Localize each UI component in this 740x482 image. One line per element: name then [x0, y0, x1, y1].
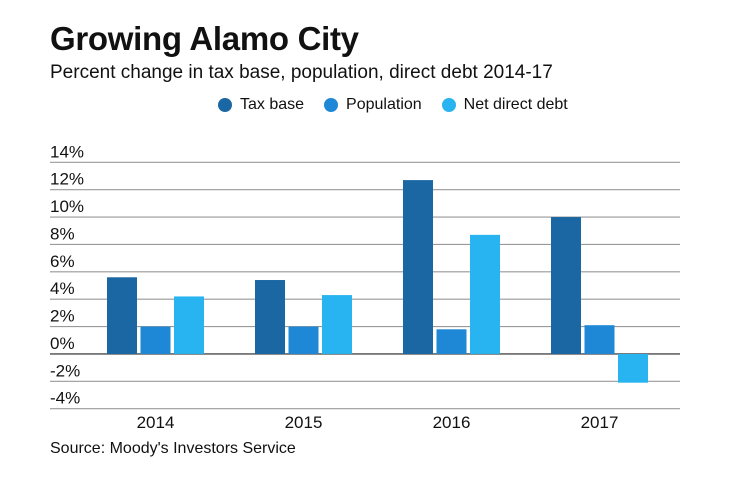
- legend-swatch: [218, 98, 232, 112]
- y-tick-label: 14%: [50, 142, 84, 161]
- x-tick-label: 2014: [137, 413, 175, 432]
- x-tick-label: 2017: [581, 413, 619, 432]
- y-tick-label: 10%: [50, 197, 84, 216]
- legend-item-net-direct-debt: Net direct debt: [441, 96, 568, 114]
- legend-label: Net direct debt: [463, 96, 568, 113]
- y-tick-label: 0%: [50, 334, 75, 353]
- bar-population-2015: [288, 326, 319, 354]
- legend-item-population: Population: [324, 96, 422, 114]
- source-note: Source: Moody's Investors Service: [50, 440, 296, 457]
- x-tick-label: 2015: [285, 413, 323, 432]
- legend-label: Population: [346, 96, 422, 113]
- bar-net-direct-debt-2015: [322, 295, 352, 354]
- bar-tax-base-2014: [107, 277, 137, 354]
- bar-population-2014: [140, 326, 171, 354]
- bar-tax-base-2016: [403, 180, 433, 354]
- y-tick-label: 6%: [50, 252, 75, 271]
- y-tick-label: 12%: [50, 170, 84, 189]
- bar-population-2017: [584, 325, 615, 354]
- bar-population-2016: [436, 329, 467, 354]
- bar-net-direct-debt-2014: [174, 296, 204, 354]
- y-tick-label: 8%: [50, 224, 75, 243]
- y-tick-label: 2%: [50, 307, 75, 326]
- x-tick-label: 2016: [433, 413, 471, 432]
- legend-label: Tax base: [240, 96, 305, 113]
- legend-swatch: [441, 98, 456, 112]
- bar-net-direct-debt-2017: [618, 353, 648, 383]
- y-tick-label: -2%: [50, 361, 80, 380]
- chart-subtitle: Percent change in tax base, population, …: [50, 62, 553, 83]
- bar-tax-base-2017: [551, 217, 581, 354]
- legend-item-tax-base: Tax base: [218, 96, 304, 114]
- bar-net-direct-debt-2016: [470, 234, 500, 354]
- legend-swatch: [324, 98, 339, 112]
- legend: Tax base Population Net direct debt: [218, 96, 568, 114]
- bar-tax-base-2015: [255, 280, 285, 354]
- chart-title: Growing Alamo City: [50, 20, 359, 57]
- y-tick-label: 4%: [50, 279, 75, 298]
- y-tick-label: -4%: [50, 389, 80, 408]
